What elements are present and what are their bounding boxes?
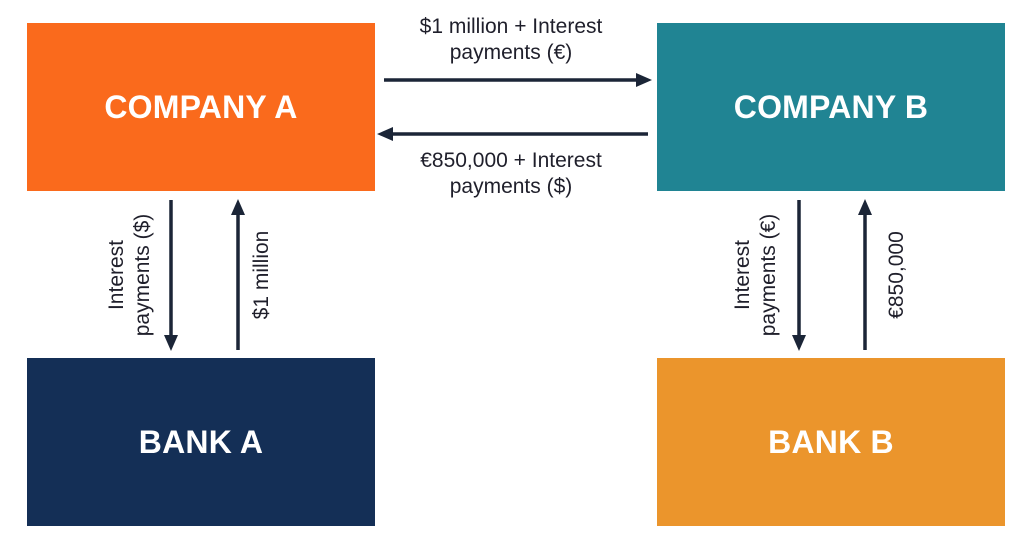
flow-label-line: Interest xyxy=(105,239,128,311)
arrow-company-b-to-bank-b xyxy=(792,200,806,351)
flow-label-line: $1 million + Interest xyxy=(419,15,603,38)
arrow-company-a-to-bank-a xyxy=(164,200,178,351)
company-a-box: COMPANY A xyxy=(27,23,375,191)
flow-label-b-to-a: €850,000 + Interest payments ($) xyxy=(380,148,642,200)
flow-label-bank-b-to-company-b: €850,000 xyxy=(884,231,910,319)
company-b-label: COMPANY B xyxy=(733,88,929,125)
flow-label-line: €850,000 xyxy=(885,231,908,319)
arrow-bank-b-to-company-b xyxy=(858,199,872,350)
flow-label-line: €850,000 + Interest xyxy=(420,149,602,172)
bank-a-label: BANK A xyxy=(138,423,264,460)
bank-a-box: BANK A xyxy=(27,358,375,526)
flow-label-line: payments (€) xyxy=(757,213,780,337)
flow-label-bank-a-to-company-a: $1 million xyxy=(249,231,275,320)
flow-label-a-to-b: $1 million + Interest payments (€) xyxy=(380,14,642,66)
arrow-a-to-b xyxy=(384,73,652,87)
flow-label-line: Interest xyxy=(731,239,754,311)
arrow-bank-a-to-company-a xyxy=(231,199,245,350)
flow-label-company-b-to-bank-b: Interest payments (€) xyxy=(730,214,782,337)
flow-label-line: payments ($) xyxy=(449,175,573,198)
flow-label-company-a-to-bank-a: Interest payments ($) xyxy=(104,214,156,337)
bank-b-box: BANK B xyxy=(657,358,1005,526)
company-a-label: COMPANY A xyxy=(104,88,298,125)
flow-label-line: payments ($) xyxy=(131,213,154,337)
flow-label-line: $1 million xyxy=(250,230,273,320)
company-b-box: COMPANY B xyxy=(657,23,1005,191)
arrow-b-to-a xyxy=(377,127,648,141)
flow-label-line: payments (€) xyxy=(449,41,573,64)
bank-b-label: BANK B xyxy=(768,423,894,460)
